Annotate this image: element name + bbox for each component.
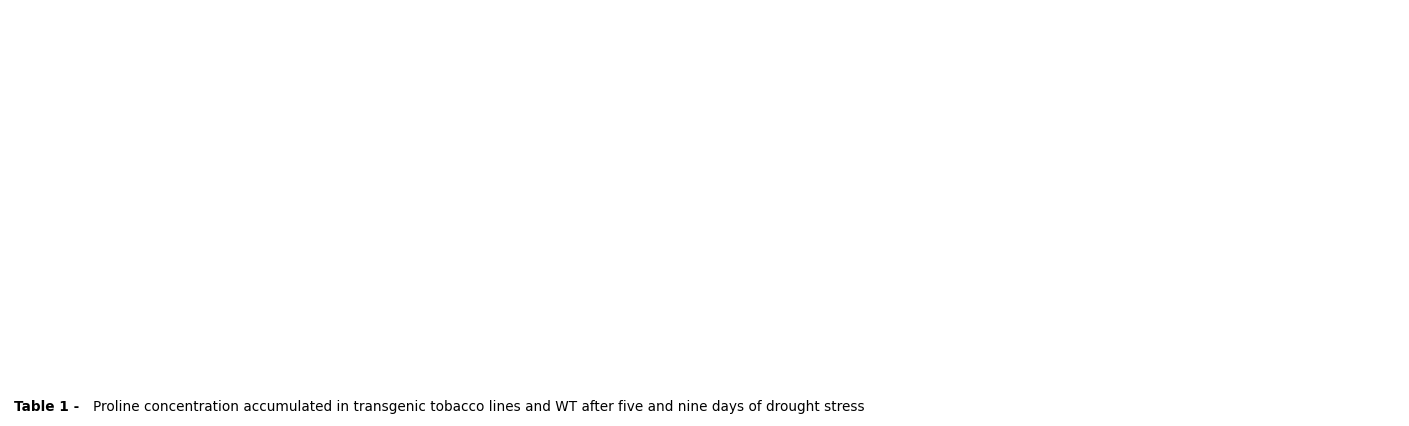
Text: Proline concentration accumulated in transgenic tobacco lines and WT after five : Proline concentration accumulated in tra… (93, 399, 865, 413)
Text: Table 1 -: Table 1 - (14, 399, 85, 413)
